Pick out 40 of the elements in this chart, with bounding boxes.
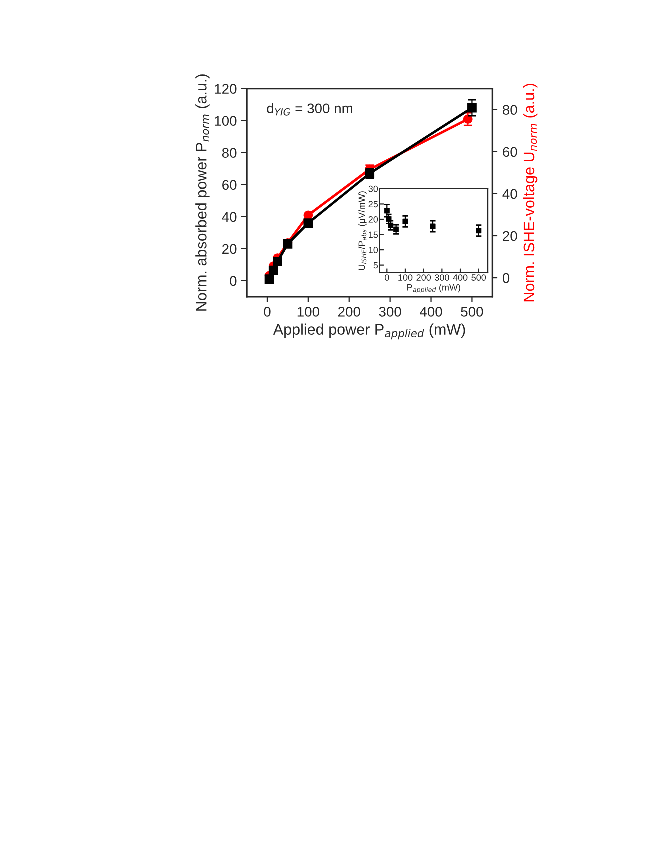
- x-tick-label: 0: [264, 307, 271, 317]
- y-axis-title: Norm. absorbed power P$_{norm}$ (a.u.): [196, 74, 210, 311]
- x-tick-label: 500: [461, 307, 484, 317]
- y2-tick-label: 60: [503, 147, 518, 158]
- x-tick-label: 300: [379, 307, 402, 317]
- y-tick-label: 20: [368, 216, 378, 223]
- x-tick-label: 500: [472, 274, 486, 281]
- x-tick-label: 200: [416, 274, 432, 281]
- x-tick-label: 100: [298, 307, 320, 317]
- y-tick-label: 80: [222, 148, 237, 158]
- y-tick-label: 15: [369, 232, 378, 238]
- point: [273, 257, 282, 266]
- y2-tick-label: 40: [502, 189, 518, 200]
- x-tick-label: 200: [338, 307, 360, 317]
- y-tick-label: 10: [369, 247, 378, 254]
- y-tick-label: 5: [374, 262, 378, 269]
- y-tick-label: 20: [222, 244, 237, 254]
- point: [463, 114, 473, 124]
- annotation: d$_{YIG}$ = 300 nm: [267, 103, 352, 116]
- y-tick-label: 60: [222, 180, 237, 190]
- x-tick-label: 0: [384, 274, 390, 281]
- y2-tick-label: 80: [503, 105, 518, 116]
- y-tick-label: 120: [215, 84, 237, 94]
- point: [268, 266, 278, 276]
- y-tick-label: 100: [215, 116, 237, 126]
- x-tick-label: 400: [453, 274, 468, 281]
- y-tick-label: 25: [368, 201, 378, 208]
- point: [264, 274, 274, 284]
- x-axis-title: Applied power P$_{applied}$ (mW): [273, 324, 466, 340]
- y-tick-label: 30: [368, 186, 378, 192]
- y-axis-title: U$_{ISHE}$/P$_{abs}$ (μV/mW): [358, 192, 367, 270]
- point: [304, 218, 314, 228]
- x-tick-label: 100: [398, 274, 413, 281]
- x-axis-title: P$_{applied}$ (mW): [408, 284, 460, 294]
- y2-axis-title: Norm. ISHE-voltage U$_{norm}$ (a.u.): [523, 84, 538, 302]
- x-tick-label: 400: [420, 307, 442, 317]
- point: [468, 103, 477, 113]
- y2-tick-label: 20: [503, 231, 518, 242]
- x-tick-label: 300: [434, 274, 450, 281]
- y-tick-label: 40: [222, 212, 237, 222]
